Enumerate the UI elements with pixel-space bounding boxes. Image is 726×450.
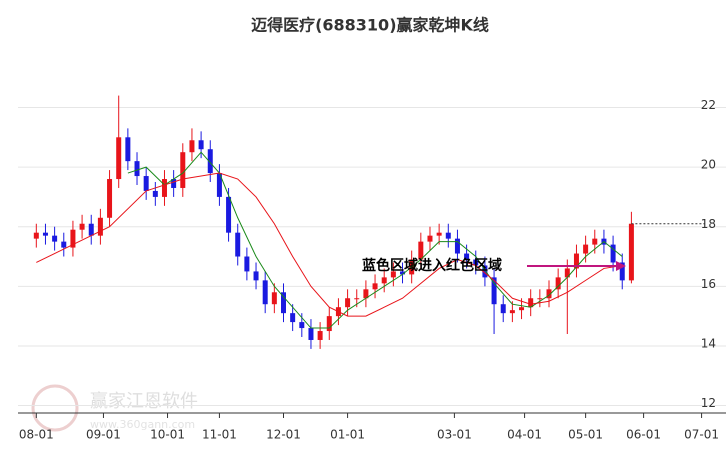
candle-body xyxy=(88,223,94,236)
x-tick-label: 04-01 xyxy=(507,428,542,442)
candle-body xyxy=(107,179,113,218)
candle-body xyxy=(546,289,552,299)
candle-body xyxy=(42,232,48,236)
watermark-url: www.360gann.com xyxy=(90,418,195,431)
candle-body xyxy=(161,179,167,197)
watermark-text: 赢家江恩软件 xyxy=(90,390,198,412)
x-tick-label: 01-01 xyxy=(330,428,365,442)
candle-body xyxy=(491,277,497,305)
candle-body xyxy=(207,149,213,174)
chart-title: 迈得医疗(688310)赢家乾坤K线 xyxy=(251,16,489,35)
candle-body xyxy=(619,262,625,281)
candle-body xyxy=(564,268,570,278)
candle-body xyxy=(253,271,259,281)
y-tick-label: 14 xyxy=(701,336,716,350)
candle-body xyxy=(454,238,460,254)
candle-body xyxy=(519,307,525,311)
y-tick-label: 16 xyxy=(701,277,716,291)
candle-body xyxy=(390,271,396,278)
candle-body xyxy=(628,223,634,281)
candle-body xyxy=(290,313,296,323)
candle-body xyxy=(583,244,589,254)
x-tick-label: 03-01 xyxy=(437,428,472,442)
candle-body xyxy=(317,331,323,340)
line-series xyxy=(127,151,623,329)
candle-body xyxy=(143,176,149,191)
candle-body xyxy=(70,229,76,248)
y-tick-label: 12 xyxy=(701,396,716,410)
x-tick-label: 11-01 xyxy=(202,428,237,442)
candle-body xyxy=(345,298,351,308)
x-tick-label: 07-01 xyxy=(684,428,719,442)
x-tick-label: 12-01 xyxy=(266,428,301,442)
candle-body xyxy=(33,232,39,239)
candle-body xyxy=(537,298,543,300)
candle-body xyxy=(592,238,598,245)
watermark-logo xyxy=(31,384,79,432)
candle-body xyxy=(528,298,534,308)
candle-body xyxy=(555,277,561,290)
candle-body xyxy=(271,292,277,305)
candle-body xyxy=(326,316,332,332)
candle-body xyxy=(573,253,579,269)
x-tick-label: 10-01 xyxy=(150,428,185,442)
candle-body xyxy=(281,292,286,314)
candle-body xyxy=(171,179,177,188)
candle-body xyxy=(509,310,515,314)
x-tick-label: 08-01 xyxy=(19,428,54,442)
candle-body xyxy=(180,152,186,188)
candle-body xyxy=(381,277,387,284)
candle-body xyxy=(308,328,314,340)
candle-body xyxy=(262,280,268,305)
x-tick-label: 06-01 xyxy=(626,428,661,442)
candle-body xyxy=(299,322,305,329)
candle-body xyxy=(610,244,616,263)
candle-body xyxy=(473,259,479,266)
candle-body xyxy=(116,137,122,180)
candle-body xyxy=(79,223,85,230)
candle-body xyxy=(445,232,451,239)
candle-body xyxy=(372,283,378,290)
candle-body xyxy=(400,271,406,275)
candle-body xyxy=(152,190,158,197)
candle-body xyxy=(244,256,250,272)
candle-body xyxy=(97,217,103,236)
candle-body xyxy=(235,232,241,257)
y-tick-label: 20 xyxy=(701,158,716,172)
candle-body xyxy=(198,140,204,150)
annotation: 蓝色区域进入红色区域 xyxy=(362,257,502,274)
watermark: 赢家江恩软件 www.360gann.com xyxy=(31,384,198,432)
candle-body xyxy=(354,298,360,300)
x-tick-label: 05-01 xyxy=(568,428,603,442)
x-tick-label: 09-01 xyxy=(86,428,121,442)
candle-body xyxy=(226,196,232,233)
candle-body xyxy=(464,253,470,260)
candle-body xyxy=(52,235,58,242)
candle-body xyxy=(363,289,369,299)
candle-body xyxy=(418,241,424,260)
y-tick-label: 18 xyxy=(701,217,716,231)
candle-body xyxy=(216,173,222,197)
candle-body xyxy=(436,232,442,236)
candle-body xyxy=(500,304,506,314)
candle-body xyxy=(189,140,195,153)
plot: 12 14 16 18 20 22 08-01 09-01 10-01 11-01 12-01 01-… xyxy=(18,95,726,442)
candle-body xyxy=(61,241,67,248)
annotation-arrowhead xyxy=(616,261,626,271)
candle-body xyxy=(134,161,140,177)
candle-body xyxy=(125,137,131,162)
line-series xyxy=(36,172,623,317)
candle-body xyxy=(482,265,488,278)
y-tick-label: 22 xyxy=(701,98,716,112)
candle-body xyxy=(427,235,433,242)
